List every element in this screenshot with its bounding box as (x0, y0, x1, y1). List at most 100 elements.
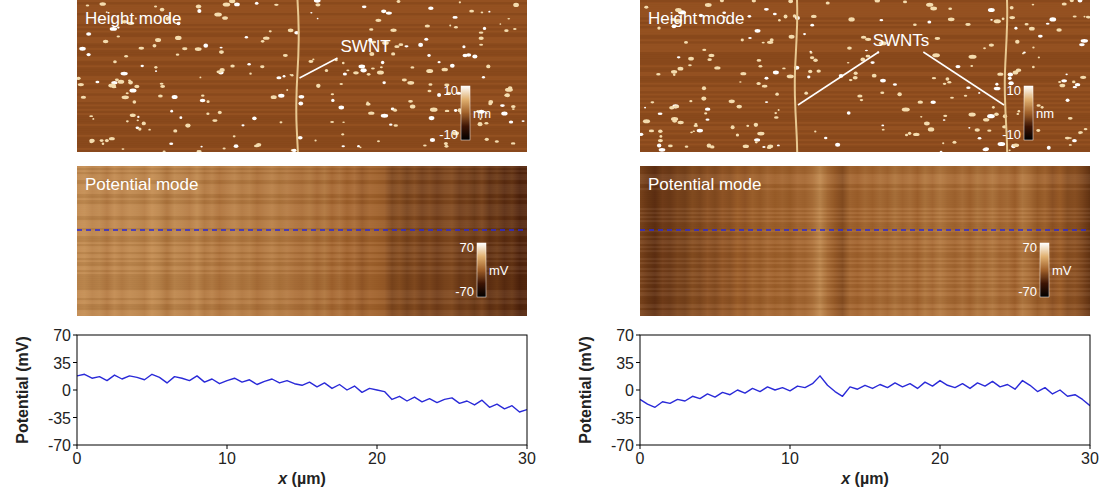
height-image (640, 0, 1090, 152)
scan-line (640, 93, 1090, 95)
scan-line (640, 216, 1090, 218)
particle (702, 86, 706, 90)
particle (141, 65, 144, 67)
particle (394, 45, 399, 48)
particle (263, 36, 270, 39)
y-tick (636, 390, 640, 391)
scan-line (640, 258, 1090, 260)
particle (197, 150, 202, 152)
particle (1084, 128, 1088, 130)
potential-image (77, 166, 527, 316)
scan-line (640, 78, 1090, 80)
particle (767, 41, 773, 44)
particle (522, 120, 525, 122)
particle (913, 133, 919, 136)
particle (1083, 16, 1085, 18)
particle (310, 12, 312, 14)
scan-line (77, 198, 527, 200)
particle (138, 47, 144, 50)
particle (78, 83, 84, 86)
scan-line (640, 128, 1090, 130)
scan-line (640, 50, 1090, 52)
scan-line (77, 216, 527, 218)
particle (459, 1, 461, 3)
scan-line (77, 308, 527, 310)
particle (810, 56, 814, 59)
scan-line (640, 280, 1090, 282)
particle (778, 19, 781, 21)
particle (651, 101, 655, 103)
particle (689, 100, 692, 102)
particle (705, 3, 712, 7)
figure: Height modeSWNT-1010nmPotential mode-707… (0, 0, 1116, 493)
particle (179, 116, 182, 119)
scan-line (77, 274, 527, 276)
particle (1032, 66, 1035, 68)
particle (964, 95, 967, 97)
particle (430, 108, 438, 112)
particle (377, 70, 384, 74)
leader-line (798, 52, 879, 105)
scan-line (77, 232, 527, 234)
particle (234, 144, 239, 148)
particle (331, 99, 334, 102)
colorbar-tick-label: 70 (1023, 240, 1037, 255)
particle (992, 106, 995, 109)
particle (674, 105, 680, 108)
particle (170, 110, 173, 113)
particle (847, 46, 852, 49)
particle (816, 70, 820, 73)
scan-line (77, 130, 527, 132)
scan-line (640, 76, 1090, 78)
particle (185, 124, 190, 128)
x-tick-label: 0 (636, 450, 645, 467)
particle (249, 73, 252, 75)
particle (314, 0, 321, 3)
scan-line (640, 113, 1090, 115)
scan-line (77, 43, 527, 45)
particle (903, 0, 907, 3)
particle (469, 10, 474, 13)
particle (81, 96, 86, 99)
scan-line (640, 111, 1090, 113)
scan-line (640, 85, 1090, 87)
particle (229, 0, 235, 3)
particle (245, 36, 248, 39)
x-tick (377, 445, 378, 449)
scan-line (77, 87, 527, 89)
particle (860, 99, 864, 101)
particle (658, 113, 663, 116)
y-tick-label: 0 (62, 382, 71, 399)
particle (445, 145, 449, 148)
plot-marks (640, 376, 1090, 407)
particle (410, 104, 415, 108)
annotation: SWNTs (873, 31, 930, 50)
particle (773, 13, 777, 15)
scan-line (640, 228, 1090, 230)
scan-line (77, 4, 527, 6)
particle (774, 112, 777, 114)
scan-line (77, 67, 527, 69)
particle (438, 61, 441, 63)
particle (787, 75, 794, 79)
particle (861, 36, 867, 39)
scan-line (640, 260, 1090, 262)
y-tick-label: -35 (48, 410, 71, 427)
scan-line (640, 87, 1090, 89)
particle (932, 77, 936, 79)
y-tick (73, 390, 77, 391)
particle (880, 79, 886, 83)
particle (122, 148, 125, 150)
particle (393, 109, 397, 112)
particle (994, 113, 999, 116)
particle (756, 82, 760, 85)
particle (108, 83, 116, 87)
particle (1069, 144, 1072, 146)
scan-line (640, 150, 1090, 152)
particle (223, 147, 226, 149)
particle (984, 147, 989, 150)
particle (154, 66, 157, 69)
particle (128, 81, 133, 85)
particle (86, 4, 90, 6)
particle (688, 57, 694, 61)
